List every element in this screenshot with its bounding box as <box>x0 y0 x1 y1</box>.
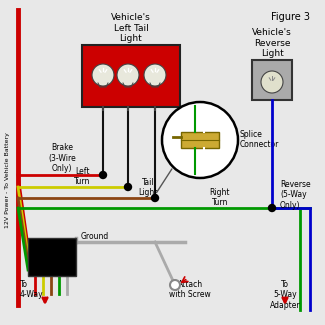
Text: Attach
with Screw: Attach with Screw <box>169 280 211 299</box>
Circle shape <box>124 184 132 190</box>
Text: 12V Power - To Vehicle Battery: 12V Power - To Vehicle Battery <box>6 132 10 228</box>
Text: Splice
Connector: Splice Connector <box>240 130 280 150</box>
FancyBboxPatch shape <box>28 238 76 276</box>
Circle shape <box>268 204 276 212</box>
Text: Converter
Box: Converter Box <box>35 251 69 264</box>
Text: Right
Turn: Right Turn <box>210 188 230 207</box>
FancyBboxPatch shape <box>82 45 180 107</box>
FancyBboxPatch shape <box>181 132 219 148</box>
Circle shape <box>144 64 166 86</box>
Circle shape <box>151 194 159 202</box>
Circle shape <box>261 71 283 93</box>
Text: To
4-Way: To 4-Way <box>20 280 44 299</box>
Text: Brake
(3-Wire
Only): Brake (3-Wire Only) <box>48 143 76 173</box>
Circle shape <box>170 280 180 290</box>
Text: To
5-Way
Adapter: To 5-Way Adapter <box>270 280 300 310</box>
Circle shape <box>92 64 114 86</box>
Text: Reverse
(5-Way
Only): Reverse (5-Way Only) <box>280 180 311 210</box>
FancyBboxPatch shape <box>252 60 292 100</box>
Circle shape <box>99 172 107 178</box>
Text: Left
Turn: Left Turn <box>74 167 90 186</box>
Text: Tail
Light: Tail Light <box>138 177 158 197</box>
Text: Vehicle's
Reverse
Light: Vehicle's Reverse Light <box>252 28 292 58</box>
Text: Figure 3: Figure 3 <box>271 12 310 22</box>
Text: Ground: Ground <box>81 232 109 241</box>
Text: Vehicle's
Left Tail
Light: Vehicle's Left Tail Light <box>111 13 151 43</box>
Circle shape <box>162 102 238 178</box>
Circle shape <box>117 64 139 86</box>
